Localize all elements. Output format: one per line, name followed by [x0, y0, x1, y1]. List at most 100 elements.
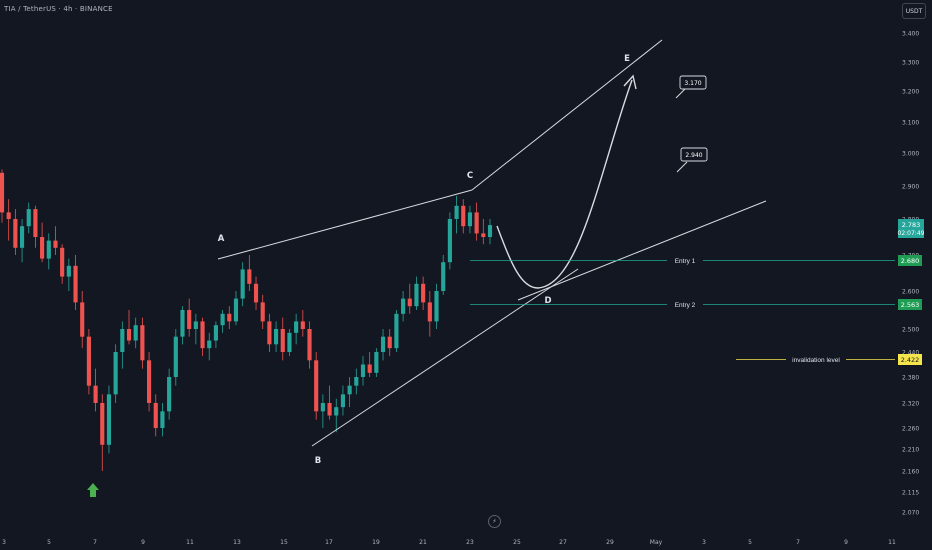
candle-body: [113, 352, 118, 395]
candle-body: [60, 247, 65, 277]
candle-body: [86, 336, 91, 386]
lower-trendline[interactable]: [311, 268, 579, 447]
time-tick-label: May: [650, 539, 663, 546]
candle: [274, 321, 279, 352]
target-callout-1[interactable]: 3.170: [675, 75, 707, 99]
price-tick-label: 2.900: [902, 184, 919, 191]
candle-body: [153, 403, 158, 428]
candle: [33, 205, 38, 248]
invalidation-label: invalidation level: [792, 357, 840, 364]
wave-lines[interactable]: [217, 39, 767, 447]
candle: [180, 306, 185, 345]
candle: [387, 329, 392, 357]
currency-selector[interactable]: USDT: [902, 3, 926, 19]
time-tick-label: 19: [372, 539, 380, 546]
time-tick-label: 23: [466, 539, 474, 546]
invalidation-price-value: 2.422: [901, 356, 920, 364]
candle: [300, 310, 305, 337]
candle-body: [434, 291, 439, 322]
candle: [167, 368, 172, 420]
invalidation-price-badge: 2.422: [898, 354, 922, 365]
candle-body: [140, 325, 145, 361]
candle-body: [294, 321, 299, 333]
candle-body: [180, 310, 185, 337]
candle: [334, 398, 339, 433]
projected-path[interactable]: [496, 79, 633, 289]
candle-body: [233, 298, 239, 322]
candle: [187, 298, 192, 337]
candle: [113, 344, 118, 403]
candle-body: [167, 377, 172, 412]
candle-body: [407, 298, 412, 307]
symbol-title[interactable]: TIA / TetherUS · 4h · BINANCE: [4, 5, 113, 13]
candle-body: [19, 226, 25, 248]
candle: [461, 199, 466, 234]
candle: [207, 332, 212, 361]
candle-body: [387, 336, 392, 349]
candle-body: [441, 262, 446, 291]
price-axis[interactable]: 3.4003.3003.2003.1003.0002.9002.8002.700…: [902, 31, 919, 517]
candle: [414, 276, 419, 310]
candle-body: [106, 394, 112, 445]
candle: [220, 310, 225, 333]
time-tick-label: 27: [559, 539, 567, 546]
candle: [347, 377, 352, 408]
candle: [26, 202, 31, 234]
candle: [100, 394, 105, 471]
time-tick-label: 21: [419, 539, 427, 546]
candle-body: [454, 205, 459, 219]
candle: [401, 291, 406, 322]
candle-body: [327, 403, 332, 416]
candle: [213, 321, 218, 349]
candle: [200, 317, 205, 357]
candle: [247, 255, 252, 291]
upper-trendline[interactable]: [217, 189, 473, 260]
candle: [120, 321, 125, 369]
candle-body: [146, 360, 152, 403]
candle-body: [200, 321, 205, 349]
price-tick-label: 2.320: [902, 401, 919, 408]
candle: [280, 317, 285, 361]
candle: [441, 255, 446, 295]
time-tick-label: 29: [606, 539, 614, 546]
candle: [73, 255, 78, 310]
candle: [474, 202, 479, 241]
candle-body: [193, 321, 198, 329]
candle: [320, 394, 325, 428]
candle: [86, 329, 91, 395]
candlestick-series: [0, 169, 493, 471]
candle-body: [160, 411, 165, 428]
price-tick-label: 3.100: [902, 120, 919, 127]
lightning-icon[interactable]: ⚡: [488, 515, 501, 528]
candle: [467, 205, 473, 234]
price-tick-label: 3.200: [902, 89, 919, 96]
candle: [146, 352, 152, 412]
candle: [314, 352, 319, 420]
upper-channel-line[interactable]: [471, 39, 663, 191]
candle: [13, 209, 18, 255]
candle-body: [474, 212, 479, 234]
candle: [374, 348, 379, 377]
time-tick-label: 15: [280, 539, 288, 546]
candle-body: [421, 283, 426, 303]
candle: [66, 258, 71, 291]
lower-channel-line[interactable]: [517, 200, 767, 301]
price-tick-label: 2.440: [902, 350, 919, 357]
candle-body: [66, 265, 71, 277]
candle-body: [314, 360, 319, 412]
buy-signal-arrow-icon: [87, 483, 99, 497]
current-price-badge: 2.783 02:07:49: [898, 219, 925, 238]
price-tick-label: 2.380: [902, 375, 919, 382]
candle: [60, 244, 65, 284]
candle: [307, 321, 312, 369]
candle: [294, 313, 299, 345]
candle: [40, 222, 45, 263]
candle: [407, 283, 412, 314]
candle: [227, 306, 232, 329]
time-axis[interactable]: 3 5 7 9 11 13 15 17 19 21 23 25 27 29 May 3 5 7 9 11: [2, 539, 896, 546]
target-callout-2-text: 2.940: [685, 152, 702, 159]
candle: [447, 212, 452, 270]
target-callout-2[interactable]: 2.940: [676, 147, 708, 173]
candle-body: [133, 325, 138, 341]
